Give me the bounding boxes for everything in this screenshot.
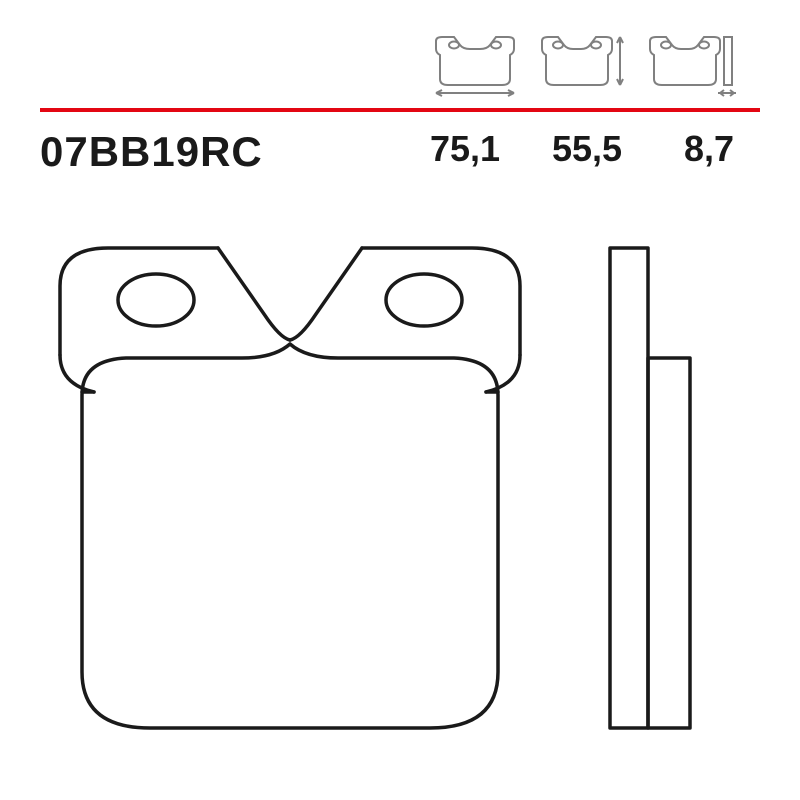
dim-height: 55,5 — [546, 128, 628, 176]
width-dimension-icon — [430, 35, 520, 97]
dim-thickness: 8,7 — [668, 128, 750, 176]
red-divider — [40, 108, 760, 112]
technical-drawing — [40, 240, 760, 760]
thickness-dimension-icon — [646, 35, 736, 97]
values-row: 07BB19RC 75,1 55,5 8,7 — [40, 128, 760, 176]
dimension-values: 75,1 55,5 8,7 — [424, 128, 760, 176]
dim-width: 75,1 — [424, 128, 506, 176]
header-dimension-icons — [430, 35, 736, 97]
part-number: 07BB19RC — [40, 128, 263, 176]
height-dimension-icon — [538, 35, 628, 97]
